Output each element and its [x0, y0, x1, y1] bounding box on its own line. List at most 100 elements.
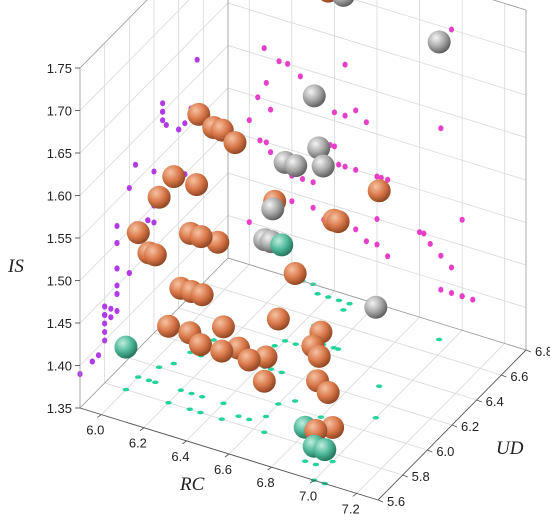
x-tick-mark: [309, 479, 315, 484]
x-tick-mark: [352, 493, 357, 497]
x-tick-mark: [97, 414, 102, 418]
z-tick-label: 1.40: [47, 359, 72, 374]
x-tick-label: 6.0: [86, 423, 104, 438]
projection-point-back-wall: [276, 58, 282, 65]
axis-labels: RC UD IS: [7, 256, 524, 495]
grid-line: [79, 45, 229, 196]
projection-point-back-wall: [342, 163, 348, 170]
y-tick-mark: [525, 349, 532, 353]
projection-point-floor: [145, 378, 153, 383]
z-tick-label: 1.55: [47, 231, 72, 246]
x-tick-label: 7.2: [342, 501, 360, 516]
data-point-orange: [162, 165, 186, 189]
grid-line: [104, 382, 403, 476]
data-point-teal: [313, 438, 337, 462]
data-point-orange: [157, 314, 181, 338]
projection-point-back-wall: [336, 161, 342, 168]
projection-point-floor: [188, 391, 195, 396]
projection-point-back-wall: [342, 61, 348, 68]
projection-point-left-wall: [108, 314, 114, 321]
grid-line: [354, 0, 527, 53]
projection-point-left-wall: [151, 168, 157, 175]
data-points: [114, 0, 451, 462]
data-point-gray: [307, 136, 331, 160]
data-point-orange: [223, 131, 247, 155]
y-tick-label: 6.2: [461, 419, 479, 434]
projection-point-back-wall: [385, 253, 391, 260]
data-point-orange: [187, 102, 211, 126]
data-point-gray: [261, 197, 285, 221]
projection-point-floor: [314, 292, 321, 296]
projection-point-back-wall: [459, 293, 465, 300]
projection-point-back-wall: [353, 226, 359, 233]
y-tick-label: 6.0: [436, 444, 454, 459]
y-tick-mark: [476, 399, 482, 403]
projection-point-left-wall: [102, 320, 108, 327]
projection-point-back-wall: [331, 109, 338, 116]
y-tick-label: 6.6: [510, 369, 528, 384]
projection-point-floor: [346, 301, 353, 306]
data-point-orange: [126, 221, 150, 245]
x-axis-label: RC: [179, 474, 205, 495]
y-tick-label: 6.8: [535, 344, 550, 359]
projection-point-back-wall: [363, 119, 369, 126]
projection-point-floor: [218, 417, 225, 421]
box-back-edge: [79, 257, 229, 409]
z-tick-label: 1.75: [47, 61, 72, 76]
projection-point-back-wall: [448, 264, 455, 271]
z-tick-label: 1.70: [47, 104, 72, 119]
data-point-orange: [326, 210, 350, 234]
projection-point-left-wall: [102, 329, 108, 335]
projection-point-left-wall: [126, 270, 132, 276]
y-tick-mark: [377, 499, 384, 503]
projection-point-floor: [155, 365, 163, 370]
projection-point-floor: [301, 459, 309, 464]
projection-point-floor: [135, 375, 142, 379]
y-tick-mark: [501, 374, 507, 378]
projection-point-floor: [340, 308, 347, 312]
projection-point-floor: [220, 401, 227, 406]
y-tick-label: 5.8: [412, 469, 430, 484]
projection-point-left-wall: [194, 56, 200, 63]
projection-point-back-wall: [448, 290, 455, 296]
projection-point-floor: [261, 430, 268, 435]
grid-line: [203, 282, 502, 376]
projection-point-left-wall: [114, 291, 120, 297]
projection-point-back-wall: [459, 216, 465, 223]
data-point-orange: [147, 185, 171, 209]
projection-point-left-wall: [160, 117, 166, 124]
projection-point-floor: [165, 400, 172, 405]
projection-point-back-wall: [310, 179, 316, 186]
data-point-teal: [270, 233, 294, 257]
projection-point-left-wall: [132, 161, 139, 168]
grid-line: [227, 87, 527, 181]
projection-point-left-wall: [160, 100, 166, 107]
projection-point-left-wall: [176, 126, 182, 133]
projection-point-left-wall: [89, 358, 95, 365]
tick-labels: 6.0 6.2 6.4 6.6 6.8 7.0 7.2 5.6 5.8 6.0 6.2 6.4 6.6 6…: [47, 61, 550, 516]
data-point-orange: [188, 333, 212, 357]
projection-point-back-wall: [385, 176, 391, 183]
projection-point-left-wall: [160, 108, 166, 115]
data-point-gray: [364, 295, 388, 319]
x-tick-mark: [139, 427, 145, 432]
projection-point-left-wall: [102, 312, 108, 318]
grid-line: [227, 2, 527, 96]
data-point-teal: [114, 335, 138, 359]
projection-point-left-wall: [108, 305, 114, 312]
projection-point-floor: [281, 339, 289, 343]
projection-point-floor: [292, 342, 299, 346]
projection-point-floor: [122, 387, 130, 392]
data-point-gray: [427, 30, 451, 54]
projection-point-back-wall: [438, 286, 444, 293]
projection-point-floor: [278, 370, 285, 375]
x-tick-mark: [182, 440, 187, 445]
projection-point-back-wall: [267, 149, 274, 156]
y-tick-mark: [427, 449, 433, 453]
data-point-orange: [190, 283, 214, 307]
box-edges: [75, 0, 532, 503]
projection-point-floor: [329, 459, 336, 464]
projection-point-back-wall: [255, 94, 261, 101]
y-tick-mark: [451, 424, 458, 428]
